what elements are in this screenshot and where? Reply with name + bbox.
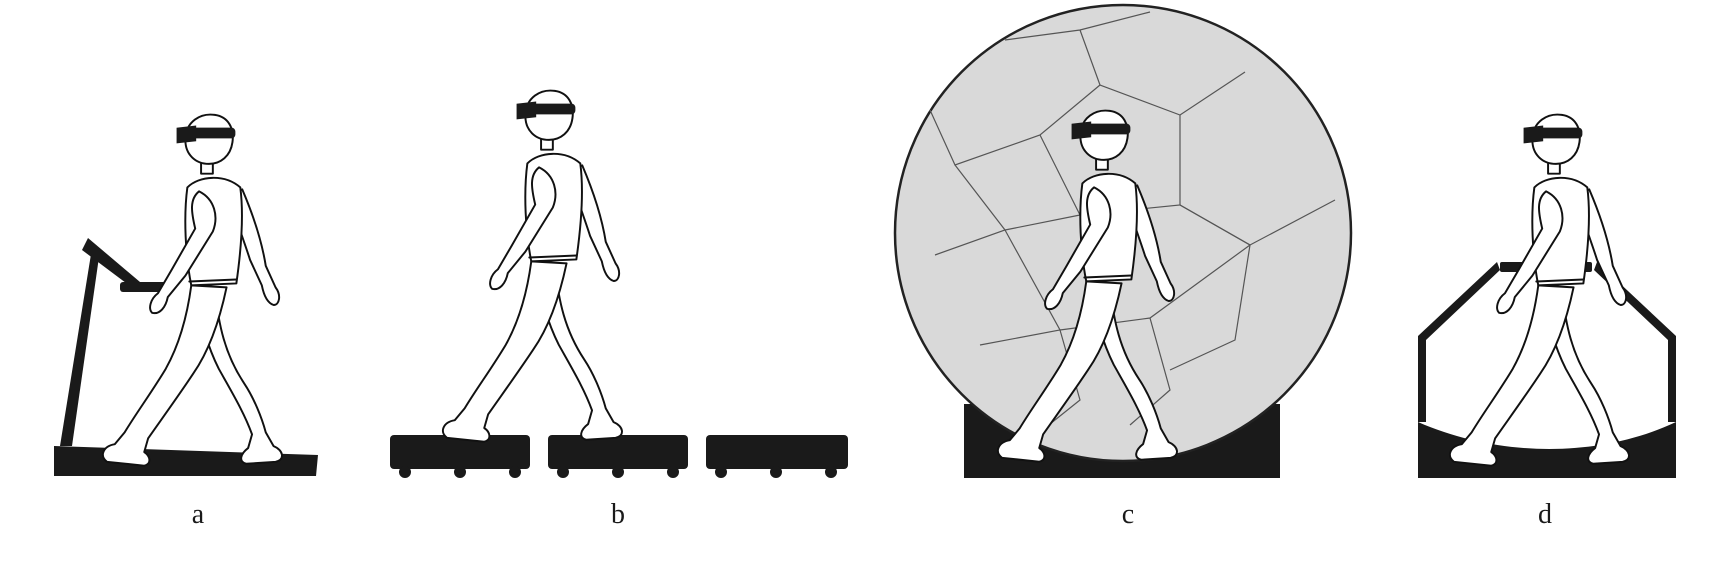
panel-a: a [54, 113, 318, 530]
panel-label-a: a [192, 499, 205, 530]
panel-label-b: b [611, 499, 625, 530]
walker-figure-b [441, 89, 623, 443]
panel-b: b [390, 89, 848, 530]
panel-label-c: c [1122, 499, 1134, 530]
tile-platforms [390, 435, 848, 478]
panel-d: d [1418, 113, 1676, 530]
panel-c: c [893, 3, 1353, 530]
panel-label-d: d [1538, 499, 1552, 530]
